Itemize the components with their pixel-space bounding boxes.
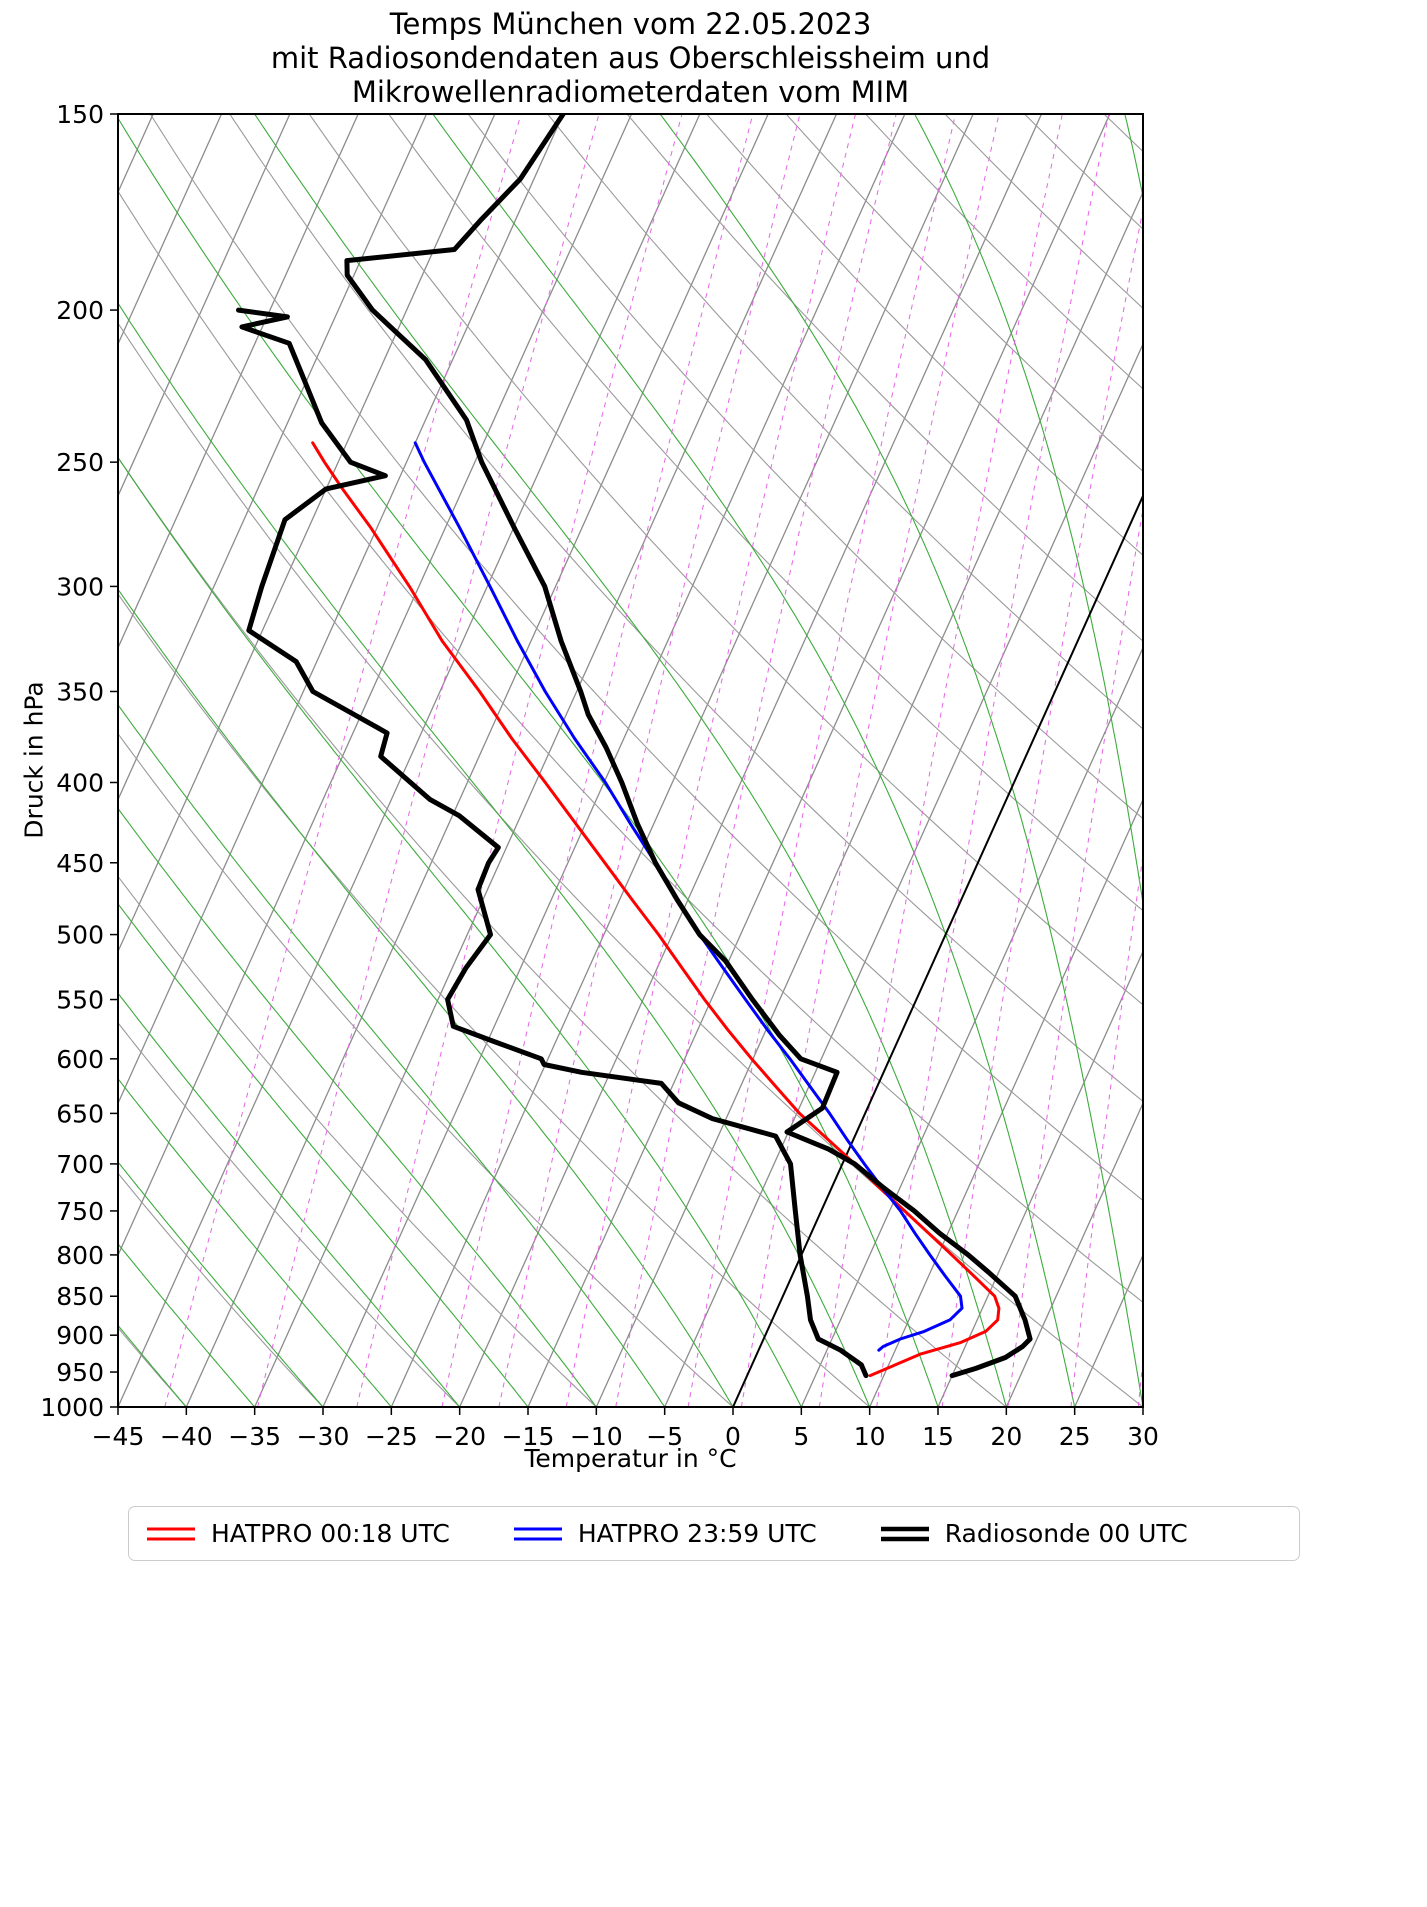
dry-adiabat-grid bbox=[118, 114, 1143, 1407]
isotherm-grid bbox=[118, 114, 1143, 1407]
x-tick-label: 30 bbox=[1127, 1422, 1159, 1451]
y-tick-label: 700 bbox=[56, 1150, 104, 1179]
y-axis-label: Druck in hPa bbox=[19, 681, 49, 839]
y-tick-label: 550 bbox=[56, 986, 104, 1015]
x-tick-label: −10 bbox=[570, 1422, 623, 1451]
legend-label: HATPRO 23:59 UTC bbox=[577, 1519, 817, 1548]
chart-title-line1: Temps München vom 22.05.2023 bbox=[389, 7, 872, 41]
legend-label: Radiosonde 00 UTC bbox=[944, 1519, 1188, 1548]
x-tick-label: 0 bbox=[725, 1422, 741, 1451]
x-tick-label: 5 bbox=[793, 1422, 809, 1451]
x-tick-label: −30 bbox=[297, 1422, 350, 1451]
moist-adiabat-grid bbox=[118, 114, 1143, 1407]
series-hatpro-00-18-utc bbox=[311, 441, 1001, 1378]
x-tick-label: 25 bbox=[1059, 1422, 1091, 1451]
y-tick-label: 600 bbox=[56, 1045, 104, 1074]
y-tick-label: 400 bbox=[56, 768, 104, 797]
tick-labels: −45 −40 −35 −30 −25 −20 −15 −10 −5 0 5 10 15 20 25 30 15… bbox=[40, 100, 1159, 1451]
y-tick-label: 300 bbox=[56, 572, 104, 601]
x-tick-label: −25 bbox=[365, 1422, 418, 1451]
chart-title-line2: mit Radiosondendaten aus Oberschleisshei… bbox=[270, 40, 991, 75]
zero-isotherm bbox=[732, 493, 1143, 1407]
mixing-ratio-grid bbox=[164, 114, 1143, 1407]
x-tick-label: −5 bbox=[646, 1422, 683, 1451]
x-tick-label: 10 bbox=[854, 1422, 886, 1451]
legend-entry-radiosonde: Radiosonde 00 UTC bbox=[879, 1519, 1188, 1548]
y-tick-label: 500 bbox=[56, 921, 104, 950]
red-line-icon bbox=[147, 1527, 195, 1540]
y-tick-label: 950 bbox=[56, 1358, 104, 1387]
series-radiosonde-00-utc-taupunkt bbox=[236, 307, 869, 1379]
sounding-curves bbox=[236, 114, 1033, 1379]
legend-entry-hatpro-2359: HATPRO 23:59 UTC bbox=[512, 1519, 817, 1548]
chart-title: Temps München vom 22.05.2023 mit Radioso… bbox=[118, 7, 1143, 110]
y-tick-label: 850 bbox=[56, 1282, 104, 1311]
x-tick-label: −35 bbox=[228, 1422, 281, 1451]
legend: HATPRO 00:18 UTC HATPRO 23:59 UTC Radios… bbox=[128, 1506, 1300, 1561]
x-axis-label: Temperatur in °C bbox=[524, 1444, 737, 1473]
y-tick-label: 1000 bbox=[40, 1393, 104, 1422]
legend-label: HATPRO 00:18 UTC bbox=[211, 1519, 450, 1548]
x-tick-label: 20 bbox=[990, 1422, 1022, 1451]
black-line-icon bbox=[880, 1526, 929, 1541]
axis-ticks bbox=[110, 113, 1144, 1415]
y-tick-label: 900 bbox=[56, 1321, 104, 1350]
x-tick-label: −15 bbox=[502, 1422, 555, 1451]
y-tick-label: 150 bbox=[56, 100, 104, 129]
series-radiosonde-00-utc-temperatur bbox=[344, 114, 1033, 1379]
legend-entry-hatpro-0018: HATPRO 00:18 UTC bbox=[145, 1519, 450, 1548]
x-tick-label: −40 bbox=[160, 1422, 213, 1451]
y-tick-label: 250 bbox=[56, 448, 104, 477]
x-tick-label: 15 bbox=[922, 1422, 954, 1451]
y-tick-label: 200 bbox=[56, 296, 104, 325]
plot-area bbox=[118, 114, 1143, 1407]
y-tick-label: 650 bbox=[56, 1099, 104, 1128]
chart-title-line3: Mikrowellenradiometerdaten vom MIM bbox=[351, 74, 910, 109]
y-tick-label: 750 bbox=[56, 1197, 104, 1226]
blue-line-icon bbox=[513, 1527, 562, 1540]
y-tick-label: 800 bbox=[56, 1241, 104, 1270]
x-tick-label: −45 bbox=[92, 1422, 145, 1451]
plot-frame bbox=[117, 113, 1144, 1408]
y-tick-label: 350 bbox=[56, 677, 104, 706]
series-hatpro-23-59-utc bbox=[413, 441, 964, 1352]
y-tick-label: 450 bbox=[56, 849, 104, 878]
x-tick-label: −20 bbox=[433, 1422, 486, 1451]
